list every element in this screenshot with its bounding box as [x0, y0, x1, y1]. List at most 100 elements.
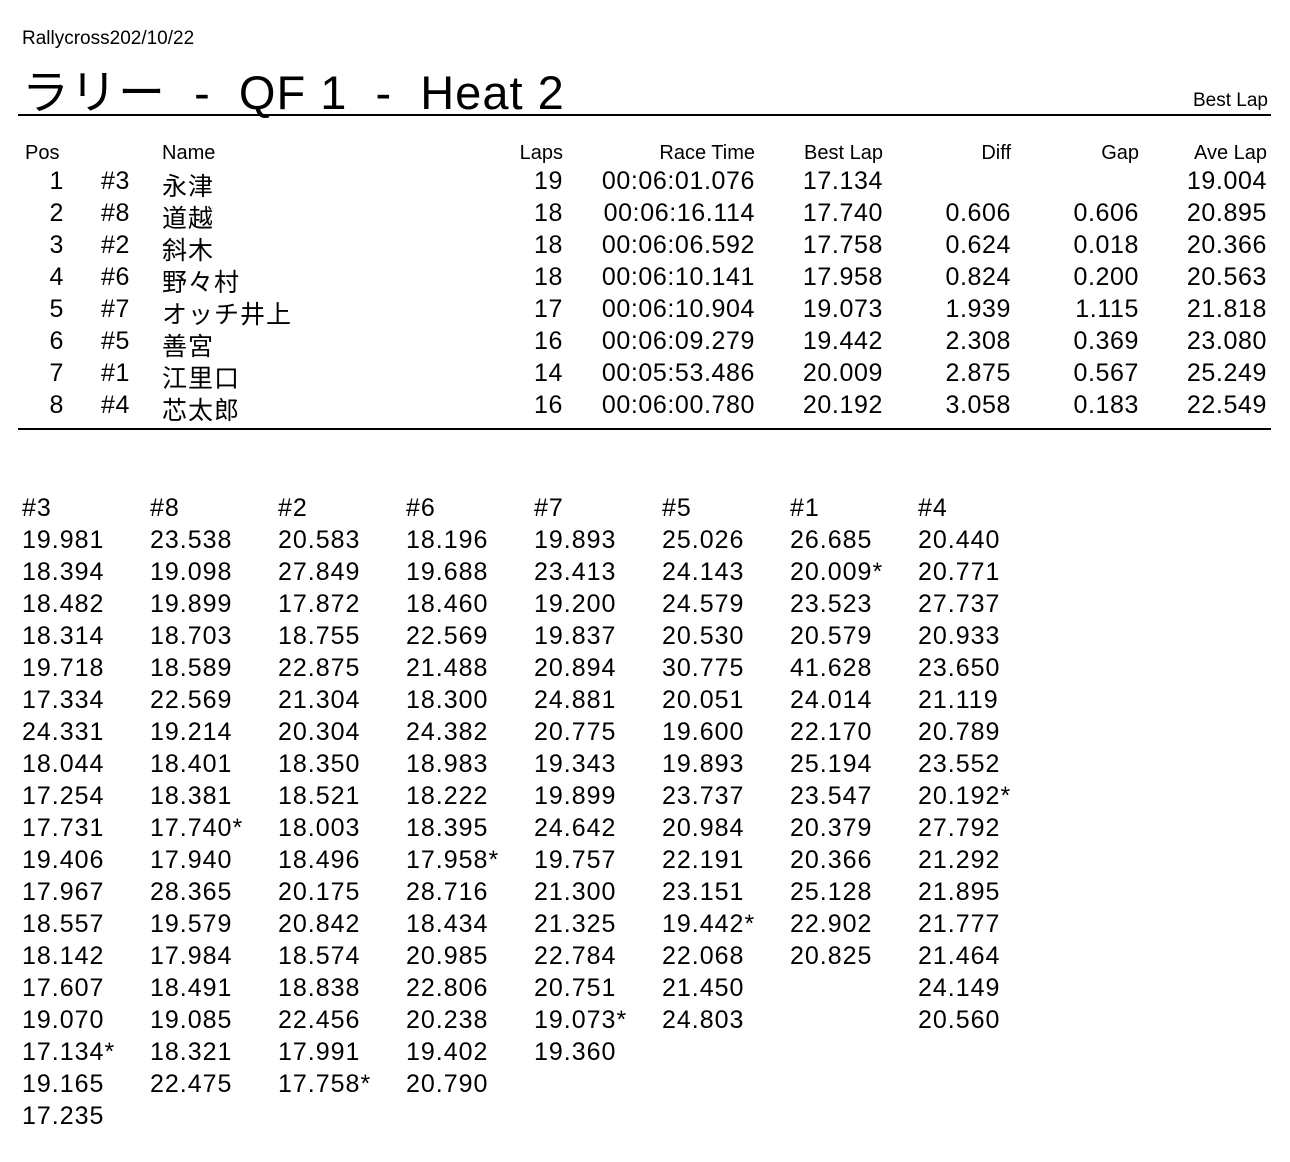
result-best-lap: 19.442 [802, 327, 883, 355]
result-race-time: 00:06:10.904 [601, 295, 755, 323]
result-pos: 2 [49, 199, 64, 227]
result-no: #6 [101, 263, 131, 291]
lap-time: 17.740* [150, 814, 244, 842]
lap-time: 18.196 [406, 526, 489, 554]
col-header-gap: Gap [1101, 142, 1139, 164]
result-name: 野々村 [162, 269, 241, 297]
lap-time: 20.304 [278, 718, 361, 746]
lap-time: 19.214 [150, 718, 233, 746]
lap-time: 18.321 [150, 1038, 233, 1066]
result-best-lap: 20.009 [802, 359, 883, 387]
lap-time: 18.394 [22, 558, 105, 586]
lap-time: 21.119 [918, 686, 999, 714]
lap-time: 23.552 [918, 750, 1001, 778]
lap-time: 22.875 [278, 654, 361, 682]
lap-time: 20.825 [790, 942, 873, 970]
lap-time: 19.579 [150, 910, 233, 938]
result-no: #3 [101, 167, 131, 195]
lap-time: 17.872 [278, 590, 361, 618]
lap-time: 19.085 [150, 1006, 233, 1034]
lap-time: 23.413 [534, 558, 617, 586]
lap-time: 22.569 [150, 686, 233, 714]
lap-time: 18.300 [406, 686, 489, 714]
lap-time: 28.716 [406, 878, 489, 906]
result-best-lap: 17.958 [802, 263, 883, 291]
lap-time: 19.442* [662, 910, 756, 938]
lap-time: 18.434 [406, 910, 489, 938]
result-best-lap: 17.758 [802, 231, 883, 259]
result-race-time: 00:06:01.076 [601, 167, 755, 195]
lap-time: 17.731 [22, 814, 105, 842]
result-diff: 0.824 [945, 263, 1011, 291]
lap-time: 22.902 [790, 910, 873, 938]
result-best-lap: 17.740 [802, 199, 883, 227]
result-pos: 5 [49, 295, 64, 323]
result-gap: 0.183 [1073, 391, 1139, 419]
lap-time: 20.238 [406, 1006, 489, 1034]
result-race-time: 00:06:09.279 [601, 327, 755, 355]
lap-time: 18.314 [22, 622, 105, 650]
result-gap: 0.369 [1073, 327, 1139, 355]
result-laps: 19 [533, 167, 563, 195]
report-type: Best Lap [1193, 90, 1268, 111]
lap-time: 19.757 [534, 846, 617, 874]
result-diff: 0.624 [945, 231, 1011, 259]
lap-time: 22.475 [150, 1070, 233, 1098]
lap-time: 25.026 [662, 526, 745, 554]
result-ave-lap: 20.366 [1186, 231, 1267, 259]
result-laps: 18 [533, 231, 563, 259]
lap-time: 26.685 [790, 526, 873, 554]
result-name: 道越 [162, 205, 215, 233]
lap-time: 19.360 [534, 1038, 617, 1066]
lap-time: 21.488 [406, 654, 489, 682]
lap-time: 24.331 [22, 718, 105, 746]
result-laps: 17 [533, 295, 563, 323]
lap-time: 18.482 [22, 590, 105, 618]
result-laps: 18 [533, 199, 563, 227]
lap-time: 24.803 [662, 1006, 745, 1034]
result-laps: 16 [533, 391, 563, 419]
lap-column-header: #5 [662, 494, 692, 522]
lap-time: 23.538 [150, 526, 233, 554]
result-name: 善宮 [162, 333, 215, 361]
lap-time: 20.366 [790, 846, 873, 874]
lap-time: 22.456 [278, 1006, 361, 1034]
col-header-race-time: Race Time [659, 142, 755, 164]
lap-time: 17.334 [22, 686, 105, 714]
lap-time: 21.450 [662, 974, 745, 1002]
lap-time: 21.304 [278, 686, 361, 714]
lap-time: 18.496 [278, 846, 361, 874]
lap-time: 18.401 [150, 750, 233, 778]
lap-time: 18.755 [278, 622, 361, 650]
lap-time: 22.569 [406, 622, 489, 650]
result-name: 永津 [162, 173, 215, 201]
result-gap: 0.567 [1073, 359, 1139, 387]
lap-time: 19.073* [534, 1006, 628, 1034]
lap-time: 18.589 [150, 654, 233, 682]
lap-time: 19.718 [22, 654, 105, 682]
lap-time: 17.607 [22, 974, 105, 1002]
lap-column-header: #8 [150, 494, 180, 522]
lap-column-header: #6 [406, 494, 436, 522]
lap-time: 18.491 [150, 974, 233, 1002]
lap-time: 27.737 [918, 590, 1001, 618]
lap-time: 19.070 [22, 1006, 105, 1034]
lap-time: 18.222 [406, 782, 489, 810]
lap-time: 24.014 [790, 686, 873, 714]
lap-time: 20.175 [278, 878, 361, 906]
result-name: 斜木 [162, 237, 215, 265]
col-header-best-lap: Best Lap [804, 142, 883, 164]
lap-time: 20.579 [790, 622, 873, 650]
lap-time: 17.967 [22, 878, 105, 906]
result-no: #2 [101, 231, 131, 259]
lap-time: 19.406 [22, 846, 105, 874]
lap-time: 19.837 [534, 622, 617, 650]
lap-time: 20.751 [534, 974, 617, 1002]
result-no: #1 [101, 359, 131, 387]
lap-time: 20.530 [662, 622, 745, 650]
result-ave-lap: 23.080 [1186, 327, 1267, 355]
lap-time: 24.881 [534, 686, 617, 714]
lap-time: 19.893 [662, 750, 745, 778]
lap-time: 20.894 [534, 654, 617, 682]
lap-time: 22.191 [662, 846, 745, 874]
